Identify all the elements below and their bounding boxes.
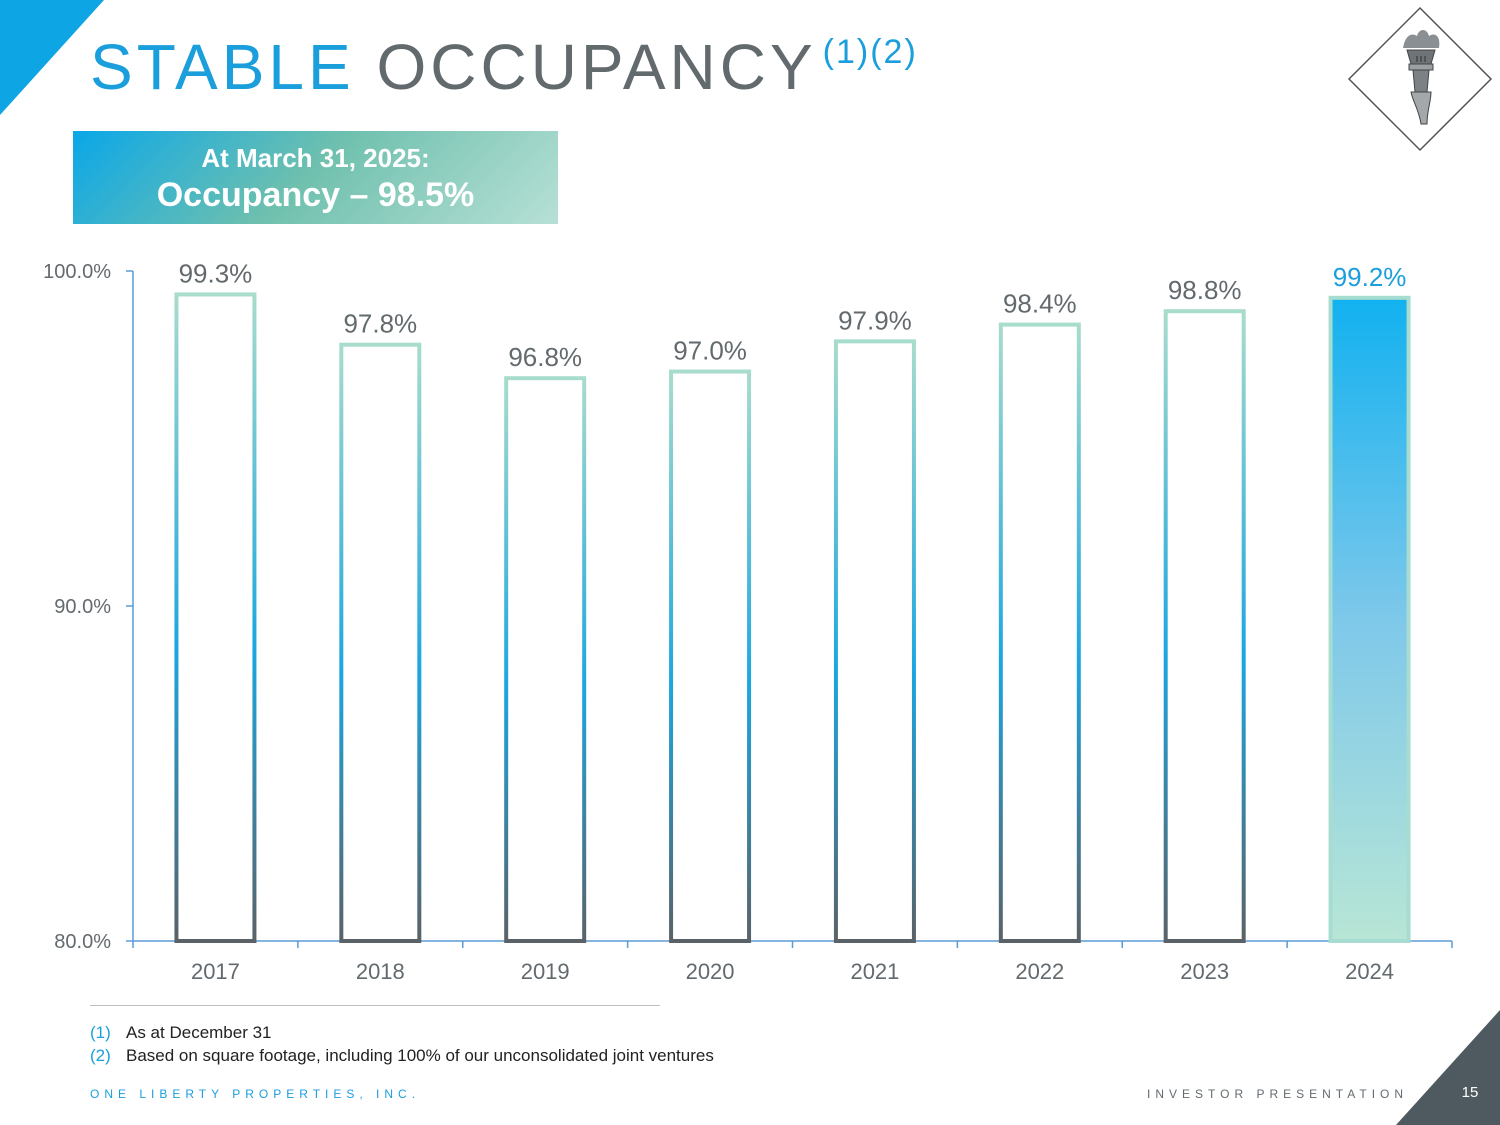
- x-tick-label-2021: 2021: [850, 959, 899, 984]
- footnote-2-number: (2): [90, 1046, 111, 1065]
- data-label-2024: 99.2%: [1333, 262, 1407, 292]
- data-label-2020: 97.0%: [673, 336, 747, 366]
- occupancy-callout: At March 31, 2025: Occupancy – 98.5%: [73, 131, 558, 224]
- occupancy-bar-chart: 80.0% 90.0% 100.0% 99.3% 2017 97.8% 2018 96.8%…: [43, 258, 1453, 984]
- x-tick-label-2018: 2018: [356, 959, 405, 984]
- corner-accent-bottom-right: [1396, 1010, 1500, 1125]
- x-tick-label-2019: 2019: [521, 959, 570, 984]
- title-occupancy: OCCUPANCY: [376, 31, 817, 103]
- data-label-2022: 98.4%: [1003, 289, 1077, 319]
- bar-2024: [1328, 295, 1411, 944]
- statue-of-liberty-torch-icon: [1347, 6, 1493, 152]
- bar-2022: [998, 322, 1081, 944]
- company-name: ONE LIBERTY PROPERTIES, INC.: [90, 1087, 421, 1101]
- x-tick-label-2017: 2017: [191, 959, 240, 984]
- page-number: 15: [1461, 1084, 1479, 1101]
- corner-accent-top-left: [0, 0, 104, 115]
- x-tick-label-2022: 2022: [1015, 959, 1064, 984]
- x-tick-label-2020: 2020: [686, 959, 735, 984]
- bar-2023: [1163, 309, 1246, 943]
- data-label-2018: 97.8%: [343, 309, 417, 339]
- page-title: STABLE OCCUPANCY (1)(2): [90, 30, 918, 104]
- footnote-1-text: As at December 31: [126, 1023, 272, 1042]
- footnote-2-text: Based on square footage, including 100% …: [126, 1046, 714, 1065]
- y-tick-label: 90.0%: [54, 596, 111, 618]
- callout-occupancy: Occupancy – 98.5%: [156, 176, 475, 214]
- footnote-divider: [90, 1005, 660, 1006]
- footnote-1: (1) As at December 31: [90, 1023, 714, 1043]
- x-tick-label-2024: 2024: [1345, 959, 1394, 984]
- footnote-2: (2) Based on square footage, including 10…: [90, 1046, 714, 1066]
- title-stable: STABLE: [90, 31, 355, 103]
- footnotes: (1) As at December 31 (2) Based on square …: [90, 1023, 714, 1069]
- callout-date: At March 31, 2025:: [201, 143, 430, 173]
- bar-2017: [174, 292, 257, 943]
- bar-2021: [833, 339, 916, 944]
- bar-2020: [669, 369, 752, 943]
- data-label-2021: 97.9%: [838, 305, 912, 335]
- presentation-name: INVESTOR PRESENTATION: [1147, 1087, 1409, 1101]
- data-label-2019: 96.8%: [508, 342, 582, 372]
- logo: [1347, 6, 1493, 152]
- x-tick-label-2023: 2023: [1180, 959, 1229, 984]
- bar-2018: [339, 342, 422, 943]
- title-footnote-refs: (1)(2): [822, 33, 918, 71]
- data-label-2017: 99.3%: [179, 258, 253, 288]
- data-label-2023: 98.8%: [1168, 275, 1242, 305]
- bar-2019: [504, 376, 587, 943]
- y-tick-label: 80.0%: [54, 931, 111, 953]
- footnote-1-number: (1): [90, 1023, 111, 1042]
- y-tick-label: 100.0%: [43, 261, 111, 283]
